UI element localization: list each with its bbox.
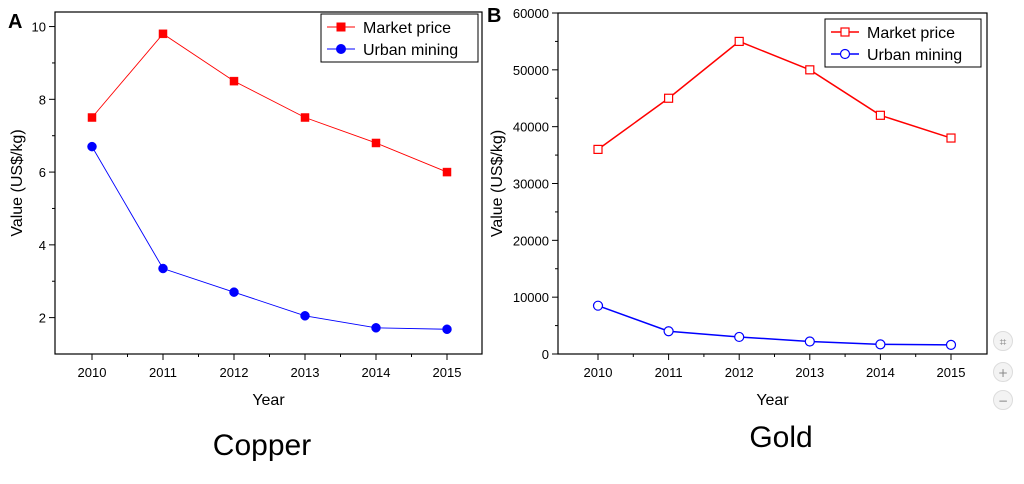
data-point-market-price — [300, 113, 310, 122]
panel-caption: Gold — [749, 421, 812, 454]
data-point-urban-mining — [442, 324, 452, 335]
data-point-market-price — [593, 144, 603, 154]
data-point-market-price — [87, 113, 97, 122]
legend-marker-market-price — [336, 22, 346, 32]
x-tick-label: 2014 — [362, 365, 391, 380]
x-tick-label: 2010 — [78, 365, 107, 380]
x-tick-label: 2015 — [937, 365, 966, 380]
panel-caption: Copper — [213, 429, 311, 462]
chart-panel-gold: 0 10000 20000 30000 40000 50000 60000 2010 2011 2… — [487, 5, 988, 454]
series-line-market-price — [91, 33, 448, 173]
chart-panel-copper: 2 4 6 8 10 2010 2011 2012 2013 2014 2015 Year Value … — [8, 11, 483, 462]
y-tick-label: 50000 — [513, 63, 549, 78]
x-tick-label: 2012 — [220, 365, 249, 380]
y-axis-title: Value (US$/kg) — [9, 129, 26, 236]
x-tick-label: 2011 — [149, 365, 177, 380]
y-tick-label: 2 — [39, 311, 46, 326]
plot-frame — [54, 11, 483, 355]
legend-marker-market-price — [840, 27, 850, 37]
zoom-in-button[interactable]: + — [993, 362, 1013, 382]
legend-box — [320, 13, 479, 63]
x-tick-label: 2013 — [795, 365, 824, 380]
y-tick-label: 6 — [39, 165, 46, 180]
fit-screen-button[interactable]: ⌗ — [993, 331, 1013, 351]
data-point-urban-mining — [804, 336, 815, 347]
series-line-market-price — [597, 40, 952, 151]
data-point-market-price — [663, 93, 674, 103]
series-line-urban-mining — [597, 304, 952, 346]
data-point-urban-mining — [87, 141, 97, 152]
legend-label-market-price: Market price — [363, 20, 451, 37]
x-tick-label: 2014 — [866, 365, 895, 380]
x-tick-label: 2013 — [291, 365, 320, 380]
data-point-urban-mining — [158, 263, 168, 274]
y-tick-label: 40000 — [513, 120, 549, 135]
data-point-urban-mining — [663, 326, 674, 337]
legend-label-market-price: Market price — [867, 25, 955, 42]
data-point-market-price — [875, 110, 886, 120]
x-tick-label: 2011 — [655, 365, 683, 380]
x-axis-title: Year — [252, 392, 285, 409]
data-point-urban-mining — [875, 339, 886, 350]
zoom-out-button[interactable]: − — [993, 390, 1013, 410]
legend-label-urban-mining: Urban mining — [867, 47, 962, 64]
x-tick-label: 2012 — [725, 365, 754, 380]
panel-label: B — [487, 5, 501, 27]
data-point-market-price — [158, 29, 168, 39]
series-line-urban-mining — [91, 146, 448, 330]
data-point-market-price — [946, 133, 956, 143]
x-axis-title: Year — [756, 392, 789, 409]
legend-label-urban-mining: Urban mining — [363, 42, 458, 59]
data-point-market-price — [805, 65, 815, 75]
y-tick-label: 30000 — [513, 177, 549, 192]
y-tick-label: 4 — [39, 238, 46, 253]
legend-marker-urban-mining — [336, 44, 346, 54]
x-tick-label: 2010 — [584, 365, 613, 380]
y-tick-label: 0 — [542, 347, 549, 362]
legend-marker-urban-mining — [839, 48, 851, 60]
data-point-market-price — [229, 76, 239, 86]
data-point-market-price — [371, 138, 381, 148]
y-axis-title: Value (US$/kg) — [489, 130, 506, 237]
data-point-urban-mining — [945, 339, 957, 351]
panel-label: A — [8, 11, 22, 33]
data-point-market-price — [734, 36, 744, 47]
y-tick-label: 10 — [32, 20, 46, 35]
data-point-urban-mining — [371, 323, 381, 333]
y-tick-label: 10000 — [513, 290, 549, 305]
y-tick-label: 8 — [39, 92, 46, 107]
data-point-urban-mining — [229, 287, 239, 297]
y-tick-label: 20000 — [513, 233, 549, 248]
data-point-market-price — [442, 167, 452, 177]
legend-box — [824, 18, 982, 68]
y-tick-label: 60000 — [513, 6, 549, 21]
data-point-urban-mining — [592, 300, 604, 311]
data-point-urban-mining — [734, 331, 745, 343]
x-tick-label: 2015 — [433, 365, 462, 380]
data-point-urban-mining — [300, 311, 310, 321]
